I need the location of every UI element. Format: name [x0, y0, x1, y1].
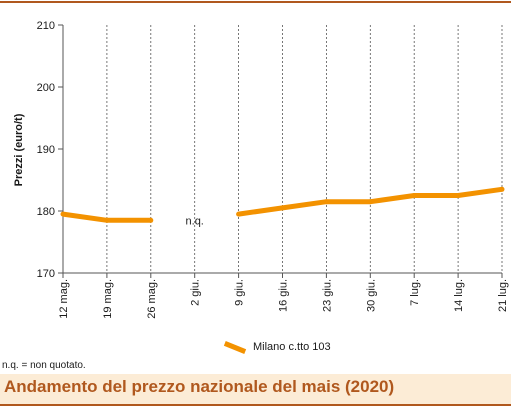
caption-bar: Andamento del prezzo nazionale del mais …	[0, 374, 511, 406]
x-tick-label: 26 mag.	[146, 279, 158, 319]
x-tick-label: 12 mag.	[58, 279, 70, 319]
y-ticks: 170 180 190 200 210	[37, 20, 63, 280]
caption-rule	[0, 404, 511, 406]
x-tick-label: 9 giu.	[234, 279, 246, 306]
y-tick-label: 190	[37, 144, 55, 156]
footnote: n.q. = non quotato.	[2, 360, 86, 371]
annotations: n.q.	[186, 215, 204, 227]
x-tick-label: 30 giu.	[365, 279, 377, 312]
x-tick-label: 23 giu.	[321, 279, 333, 312]
x-tick-label: 7 lug.	[409, 279, 421, 306]
series-line	[62, 211, 151, 223]
y-axis-title: Prezzi (euro/t)	[13, 113, 25, 186]
legend-swatch	[223, 340, 247, 354]
x-ticks: 12 mag. 19 mag. 26 mag. 2 giu. 9 giu. 16 giu.…	[58, 273, 509, 319]
y-tick-label: 170	[37, 268, 55, 280]
x-tick-label: 2 giu.	[190, 279, 202, 306]
x-tick-label: 19 mag.	[102, 279, 114, 319]
y-tick-label: 200	[37, 82, 55, 94]
legend-label: Milano c.tto 103	[253, 341, 331, 353]
x-tick-label: 14 lug.	[453, 279, 465, 312]
series	[60, 186, 505, 223]
x-tick-label: 16 giu.	[278, 279, 290, 312]
grid	[106, 25, 503, 273]
y-tick-label: 210	[37, 20, 55, 32]
annotation-nq: n.q.	[186, 215, 204, 227]
chart-caption: Andamento del prezzo nazionale del mais …	[4, 377, 395, 396]
legend: Milano c.tto 103	[223, 339, 331, 355]
x-tick-label: 21 lug.	[497, 279, 509, 312]
series-line	[238, 186, 503, 217]
line-chart: 170 180 190 200 210 12 mag. 19 mag. 26 mag. 2 g…	[13, 20, 509, 319]
y-tick-label: 180	[37, 206, 55, 218]
top-rule	[0, 1, 511, 3]
